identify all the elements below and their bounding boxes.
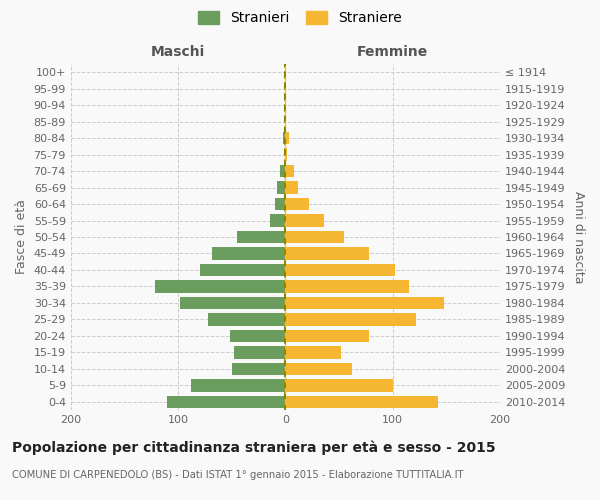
Bar: [230, 330, 286, 342]
Bar: [286, 182, 298, 194]
Bar: [286, 314, 416, 326]
Bar: [212, 248, 286, 260]
Y-axis label: Fasce di età: Fasce di età: [15, 200, 28, 274]
Bar: [232, 362, 286, 375]
Bar: [237, 231, 286, 243]
Bar: [286, 297, 444, 309]
Bar: [286, 396, 438, 408]
Bar: [286, 330, 369, 342]
Bar: [286, 280, 409, 292]
Bar: [286, 148, 287, 160]
Text: COMUNE DI CARPENEDOLO (BS) - Dati ISTAT 1° gennaio 2015 - Elaborazione TUTTITALI: COMUNE DI CARPENEDOLO (BS) - Dati ISTAT …: [12, 470, 464, 480]
Bar: [271, 214, 286, 226]
Bar: [286, 379, 393, 392]
Bar: [286, 346, 341, 358]
Bar: [155, 280, 286, 292]
Bar: [286, 198, 309, 210]
Bar: [286, 132, 289, 144]
Bar: [277, 182, 286, 194]
Bar: [283, 132, 286, 144]
Y-axis label: Anni di nascita: Anni di nascita: [572, 190, 585, 283]
Bar: [286, 165, 294, 177]
Bar: [180, 297, 286, 309]
Bar: [191, 379, 286, 392]
Bar: [286, 362, 352, 375]
Bar: [275, 198, 286, 210]
Legend: Stranieri, Straniere: Stranieri, Straniere: [194, 7, 406, 30]
Bar: [280, 165, 286, 177]
Bar: [286, 214, 324, 226]
Text: Popolazione per cittadinanza straniera per età e sesso - 2015: Popolazione per cittadinanza straniera p…: [12, 440, 496, 455]
Bar: [286, 231, 344, 243]
Bar: [208, 314, 286, 326]
Bar: [200, 264, 286, 276]
Bar: [167, 396, 286, 408]
Bar: [286, 248, 369, 260]
Bar: [286, 264, 395, 276]
Bar: [234, 346, 286, 358]
